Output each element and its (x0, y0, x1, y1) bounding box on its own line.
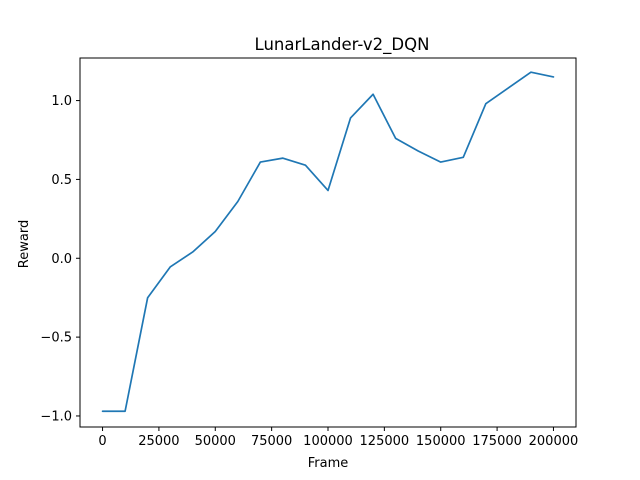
y-tick-label: 0.0 (51, 252, 72, 267)
plot-area (79, 57, 577, 428)
x-tick-label: 75000 (251, 434, 292, 449)
x-tick-label: 175000 (472, 434, 522, 449)
x-tick-label: 150000 (416, 434, 466, 449)
x-axis: 0 25000 50000 75000 100000 125000 150000 175000… (98, 427, 578, 449)
x-tick-label: 100000 (303, 434, 353, 449)
y-tick-label: 1.0 (51, 94, 72, 109)
x-tick-label: 25000 (138, 434, 179, 449)
series-line (101, 71, 555, 413)
x-tick-label: 125000 (360, 434, 410, 449)
x-axis-label: Frame (308, 456, 349, 471)
y-tick-label: 0.5 (51, 173, 72, 188)
x-tick-label: 0 (98, 434, 106, 449)
series-layer (101, 71, 555, 413)
y-axis-label: Reward (17, 220, 32, 268)
y-tick-label: −1.0 (40, 409, 72, 424)
x-tick-label: 50000 (195, 434, 236, 449)
x-tick-label: 200000 (529, 434, 579, 449)
y-tick-label: −0.5 (40, 331, 72, 346)
plot-frame (79, 57, 577, 428)
y-axis: −1.0 −0.5 0.0 0.5 1.0 (40, 94, 80, 424)
chart-title: LunarLander-v2_DQN (255, 35, 430, 55)
